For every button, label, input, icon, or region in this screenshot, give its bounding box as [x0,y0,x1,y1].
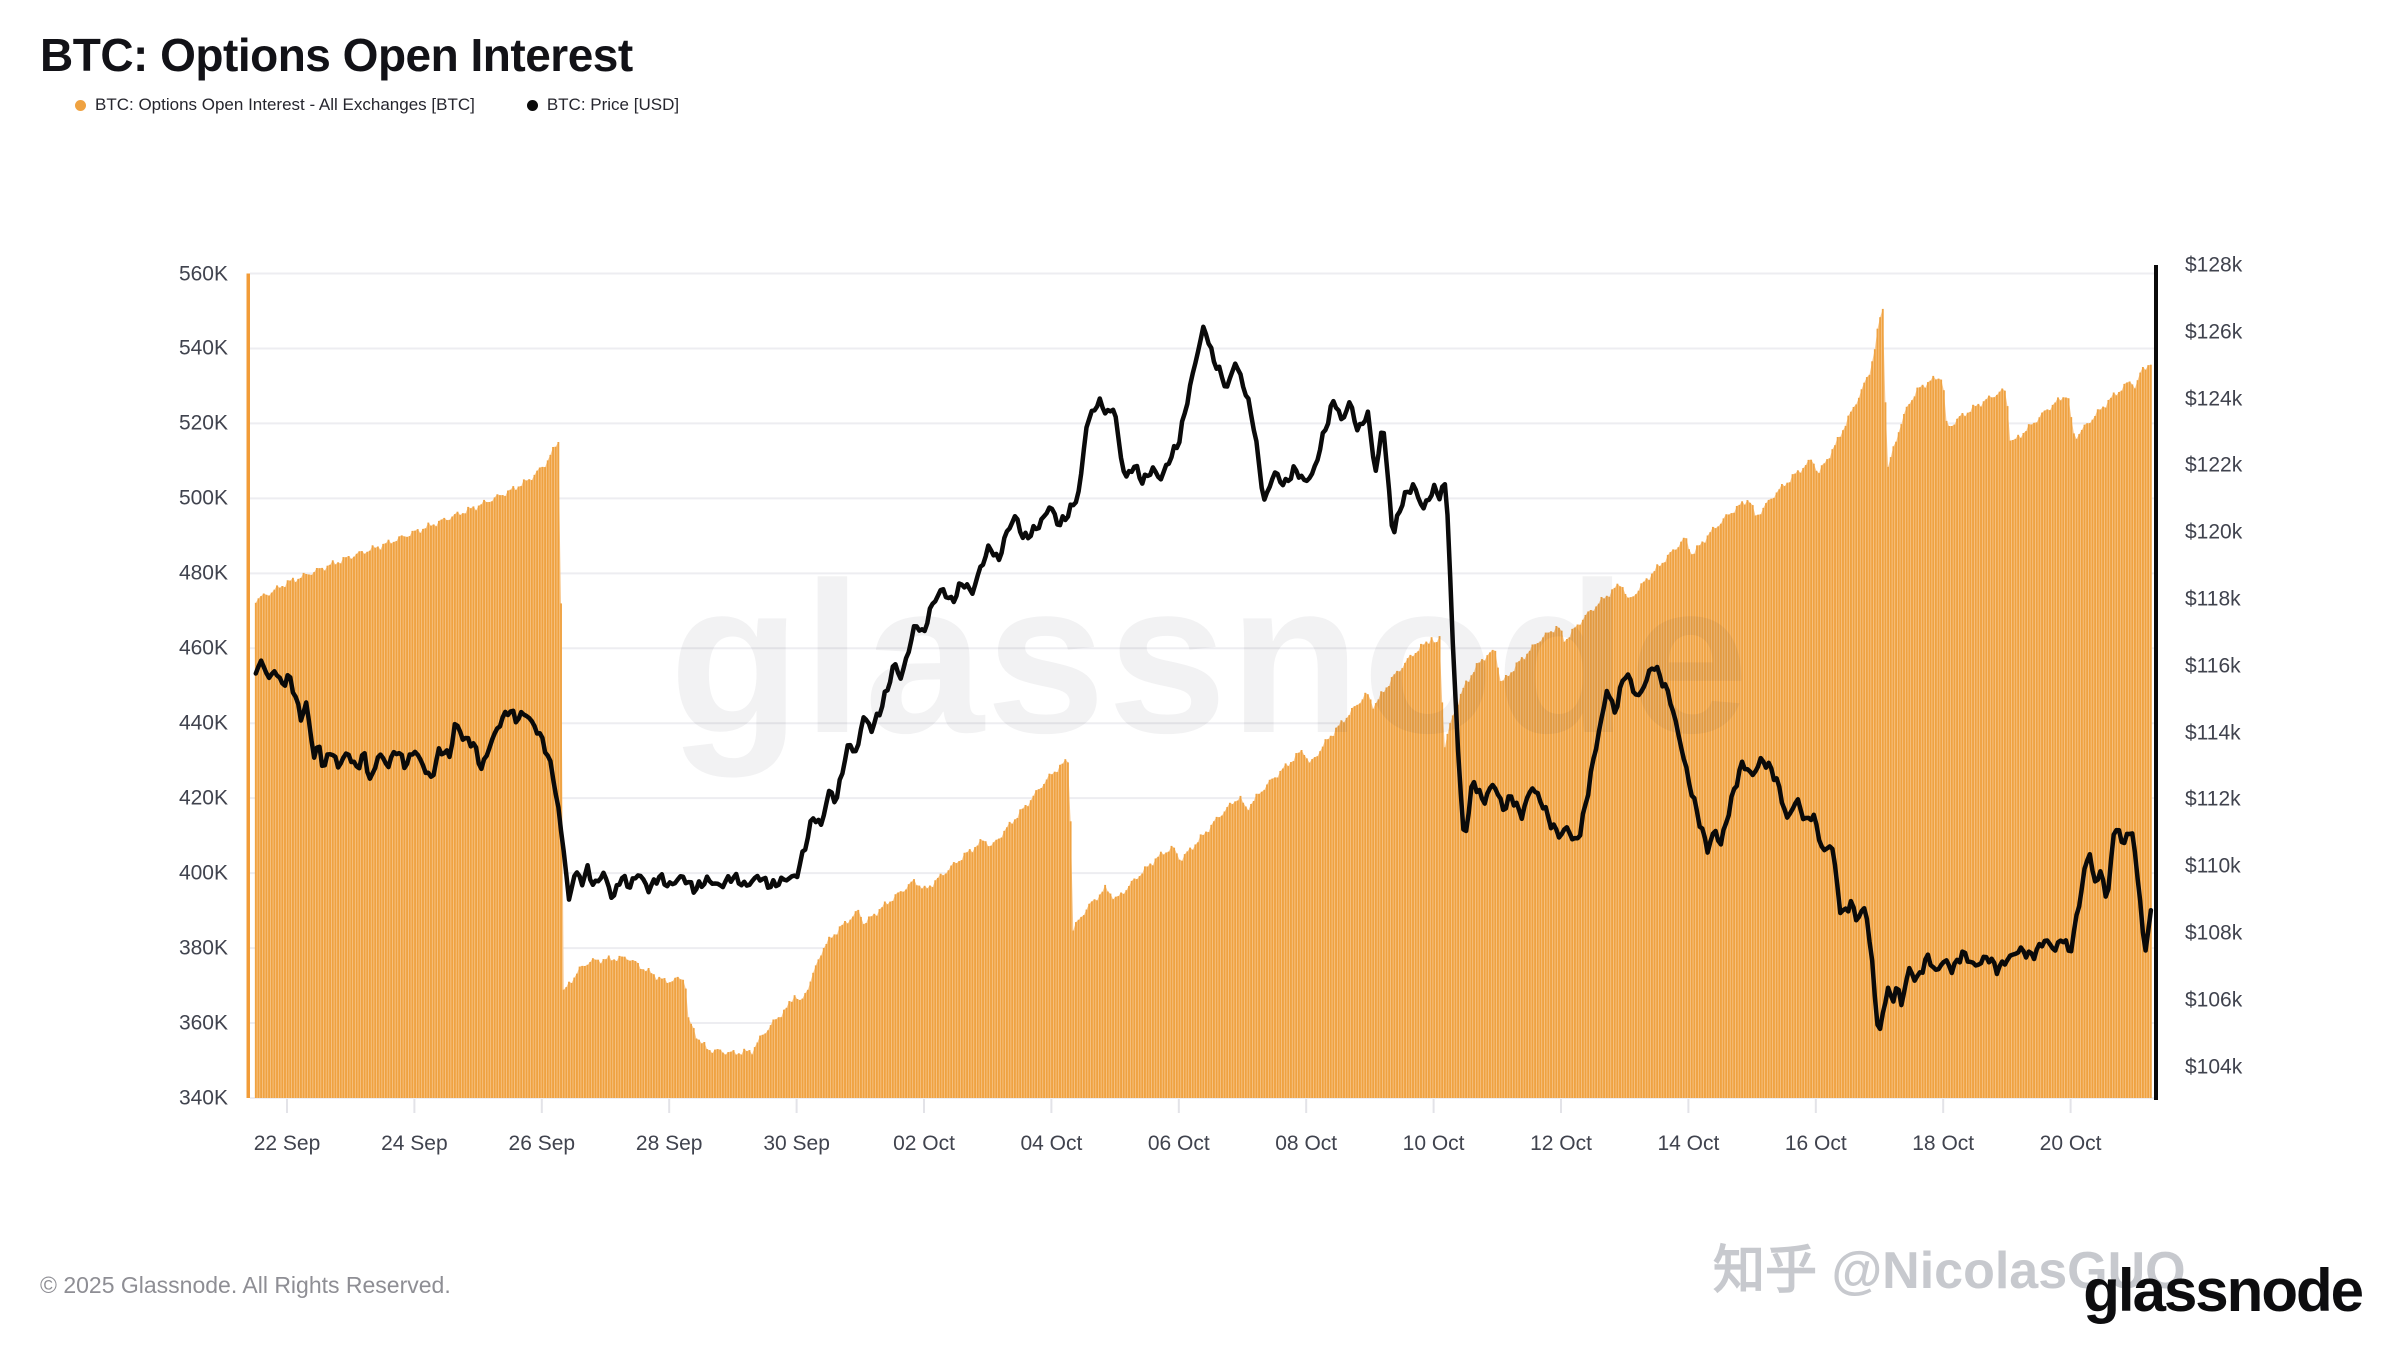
legend-label-open-interest: BTC: Options Open Interest - All Exchang… [95,95,475,114]
x-axis-label: 04 Oct [1020,1132,1083,1155]
x-axis-label: 22 Sep [253,1132,321,1155]
x-axis-label: 16 Oct [1784,1132,1847,1155]
x-axis-label: 20 Oct [2039,1132,2102,1155]
y-axis-label-left: 420K [178,786,228,810]
y-axis-label-right: $110k [2185,854,2241,878]
chart-legend: BTC: Options Open Interest - All Exchang… [75,95,679,115]
legend-dot-black-icon [526,99,538,111]
zhihu-user-watermark: 知乎 @NicolasGUO [1713,1242,2186,1300]
copyright-text: © 2025 Glassnode. All Rights Reserved. [40,1272,451,1298]
legend-dot-orange-icon [75,99,86,111]
y-axis-label-right: $120k [2185,520,2243,544]
y-axis-label-left: 540K [178,336,228,360]
y-axis-label-right: $124k [2185,387,2243,411]
y-axis-label-left: 460K [178,636,228,660]
glassnode-logo: glassnode [2083,1257,2364,1324]
y-axis-label-left: 340K [178,1086,228,1110]
y-axis-label-right: $108k [2185,921,2243,945]
y-axis-label-left: 380K [178,936,228,960]
x-axis-label: 10 Oct [1402,1132,1465,1155]
y-axis-label-left: 500K [178,486,228,510]
x-axis-label: 30 Sep [763,1132,830,1155]
page-title: BTC: Options Open Interest [40,29,633,81]
y-axis-label-right: $116k [2185,654,2241,678]
y-axis-label-left: 440K [178,711,228,735]
x-axis-label: 26 Sep [508,1132,576,1155]
legend-item-price[interactable]: BTC: Price [USD] [526,95,680,115]
y-axis-label-right: $106k [2185,988,2243,1012]
y-axis-label-right: $122k [2185,453,2243,477]
x-axis-label: 24 Sep [381,1132,448,1155]
y-axis-label-right: $112k [2185,787,2241,811]
y-axis-label-left: 520K [178,411,228,435]
legend-label-price: BTC: Price [USD] [546,95,680,114]
x-axis-label: 18 Oct [1912,1132,1975,1155]
x-axis-label: 06 Oct [1147,1132,1210,1155]
legend-item-open-interest[interactable]: BTC: Options Open Interest - All Exchang… [75,95,475,115]
y-axis-label-left: 360K [178,1011,228,1035]
x-axis-label: 28 Sep [635,1132,703,1155]
y-axis-label-left: 400K [178,861,228,885]
x-axis-label: 12 Oct [1530,1132,1592,1155]
x-axis-label: 02 Oct [893,1132,955,1155]
y-axis-label-left: 480K [178,561,228,585]
x-axis-label: 08 Oct [1275,1132,1338,1155]
y-axis-label-right: $128k [2185,253,2243,277]
y-axis-label-right: $104k [2185,1055,2243,1079]
y-axis-label-right: $114k [2185,721,2241,745]
x-axis-label: 14 Oct [1657,1132,1720,1155]
y-axis-label-left: 560K [178,262,228,285]
y-axis-label-right: $118k [2185,587,2241,611]
y-axis-label-right: $126k [2185,320,2243,344]
